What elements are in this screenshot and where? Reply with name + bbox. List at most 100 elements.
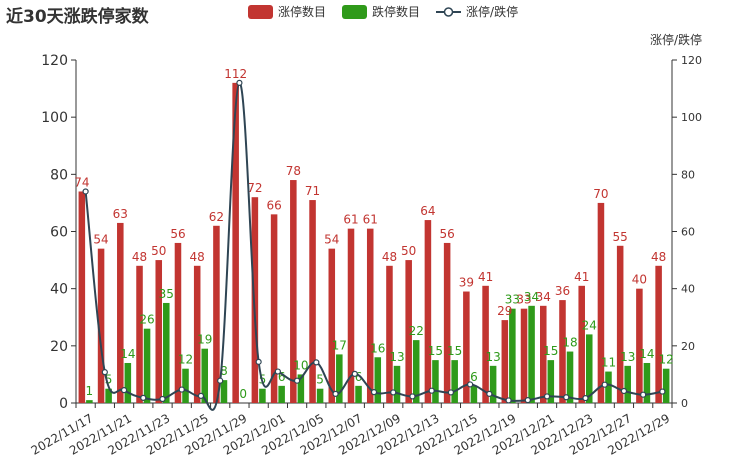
- bar-limit-down: [297, 374, 305, 403]
- bar-limit-up: [386, 265, 393, 403]
- bar-limit-down: [643, 362, 651, 403]
- legend-label-ratio: 涨停/跌停: [466, 5, 519, 19]
- data-label-limit-up: 112: [224, 67, 247, 81]
- data-label-limit-down: 10: [293, 358, 308, 372]
- bar-limit-up: [213, 225, 220, 403]
- bar-limit-down: [585, 334, 593, 403]
- bar-limit-down: [143, 328, 151, 403]
- line-point-ratio: [178, 386, 185, 393]
- line-point-ratio: [370, 389, 378, 396]
- bar-limit-down: [509, 308, 516, 403]
- line-point-ratio: [467, 381, 474, 388]
- data-label-limit-down: 26: [139, 313, 154, 327]
- bar-limit-up: [309, 200, 316, 403]
- line-point-ratio: [428, 387, 435, 394]
- y-tick-label-right: 40: [681, 283, 695, 296]
- line-point-ratio: [659, 388, 666, 395]
- data-label-limit-up: 70: [593, 187, 608, 201]
- data-label-limit-down: 34: [524, 290, 539, 304]
- data-label-limit-up: 48: [190, 250, 205, 264]
- data-label-limit-up: 48: [132, 250, 147, 264]
- data-label-limit-down: 15: [447, 344, 462, 358]
- bar-limit-down: [220, 380, 228, 403]
- legend-item-limit-up[interactable]: 涨停数目: [248, 3, 326, 20]
- y-tick-label-left: 40: [50, 282, 68, 298]
- bar-limit-up: [405, 260, 412, 403]
- data-label-limit-up: 56: [439, 227, 454, 241]
- bar-limit-down: [489, 365, 497, 403]
- line-point-ratio: [601, 381, 608, 388]
- bar-limit-up: [347, 228, 355, 403]
- y-tick-label-left: 20: [50, 339, 68, 355]
- bar-limit-up: [193, 265, 201, 403]
- bar-limit-up: [424, 220, 432, 403]
- bar-limit-up: [117, 222, 124, 403]
- data-label-limit-up: 36: [555, 284, 570, 298]
- bar-limit-up: [78, 191, 86, 403]
- line-point-ratio: [486, 390, 493, 397]
- bar-limit-down: [278, 385, 285, 403]
- data-label-limit-down: 14: [120, 347, 135, 361]
- line-point-ratio: [524, 397, 531, 404]
- bar-limit-up: [597, 202, 605, 403]
- data-label-limit-up: 29: [497, 304, 512, 318]
- data-label-limit-down: 16: [370, 341, 385, 355]
- data-label-limit-up: 34: [536, 290, 551, 304]
- bar-limit-down: [336, 354, 343, 403]
- data-label-limit-down: 12: [178, 353, 193, 367]
- line-point-ratio: [101, 369, 108, 376]
- y-tick-label-left: 0: [59, 396, 68, 412]
- bar-limit-up: [136, 265, 143, 403]
- data-label-limit-up: 55: [613, 230, 628, 244]
- bar-limit-up: [559, 300, 566, 403]
- data-label-limit-down: 35: [159, 287, 174, 301]
- data-label-limit-down: 13: [620, 350, 635, 364]
- line-point-ratio: [582, 395, 589, 402]
- legend-swatch-limit-down: [342, 4, 368, 19]
- bar-limit-down: [105, 388, 112, 403]
- line-point-ratio: [120, 387, 128, 394]
- data-label-limit-down: 15: [428, 344, 443, 358]
- data-label-limit-up: 56: [170, 227, 185, 241]
- bar-limit-up: [482, 285, 489, 403]
- data-label-limit-up: 61: [343, 213, 358, 227]
- bar-limit-down: [662, 368, 670, 403]
- bar-limit-up: [520, 308, 528, 403]
- data-label-limit-up: 50: [401, 244, 416, 258]
- bar-limit-up: [366, 228, 374, 403]
- data-label-limit-up: 63: [113, 207, 128, 221]
- data-label-limit-up: 72: [247, 181, 262, 195]
- data-label-limit-down: 6: [278, 370, 286, 384]
- bar-limit-down: [547, 360, 555, 403]
- data-label-limit-up: 74: [74, 175, 89, 189]
- bar-limit-up: [232, 82, 239, 403]
- chart-title: 近30天涨跌停家数: [6, 7, 149, 27]
- bar-limit-down: [316, 388, 324, 403]
- y-tick-label-left: 100: [41, 110, 68, 126]
- data-label-limit-down: 13: [389, 350, 404, 364]
- legend-item-limit-down[interactable]: 跌停数目: [342, 3, 420, 20]
- bar-limit-up: [463, 291, 470, 403]
- line-point-ratio: [255, 358, 262, 365]
- line-point-ratio: [620, 387, 628, 395]
- data-label-limit-up: 54: [93, 233, 108, 247]
- line-point-ratio: [543, 393, 551, 400]
- line-point-ratio: [447, 389, 455, 396]
- bar-limit-down: [528, 305, 535, 403]
- data-label-limit-down: 24: [582, 318, 597, 332]
- bar-limit-down: [374, 357, 382, 403]
- data-label-limit-down: 6: [355, 370, 363, 384]
- bar-limit-down: [470, 385, 478, 403]
- bar-limit-down: [451, 360, 458, 403]
- data-label-limit-down: 13: [485, 350, 500, 364]
- data-label-limit-down: 6: [470, 370, 478, 384]
- data-label-limit-down: 17: [332, 338, 347, 352]
- data-label-limit-down: 12: [659, 353, 674, 367]
- y-tick-label-right: 100: [681, 111, 702, 124]
- data-label-limit-down: 11: [601, 356, 616, 370]
- y-tick-label-left: 60: [50, 225, 68, 241]
- legend-item-ratio[interactable]: 涨停/跌停: [436, 3, 518, 20]
- line-point-ratio: [217, 377, 224, 384]
- bar-limit-down: [259, 388, 266, 403]
- y-tick-label-right: 20: [681, 340, 695, 353]
